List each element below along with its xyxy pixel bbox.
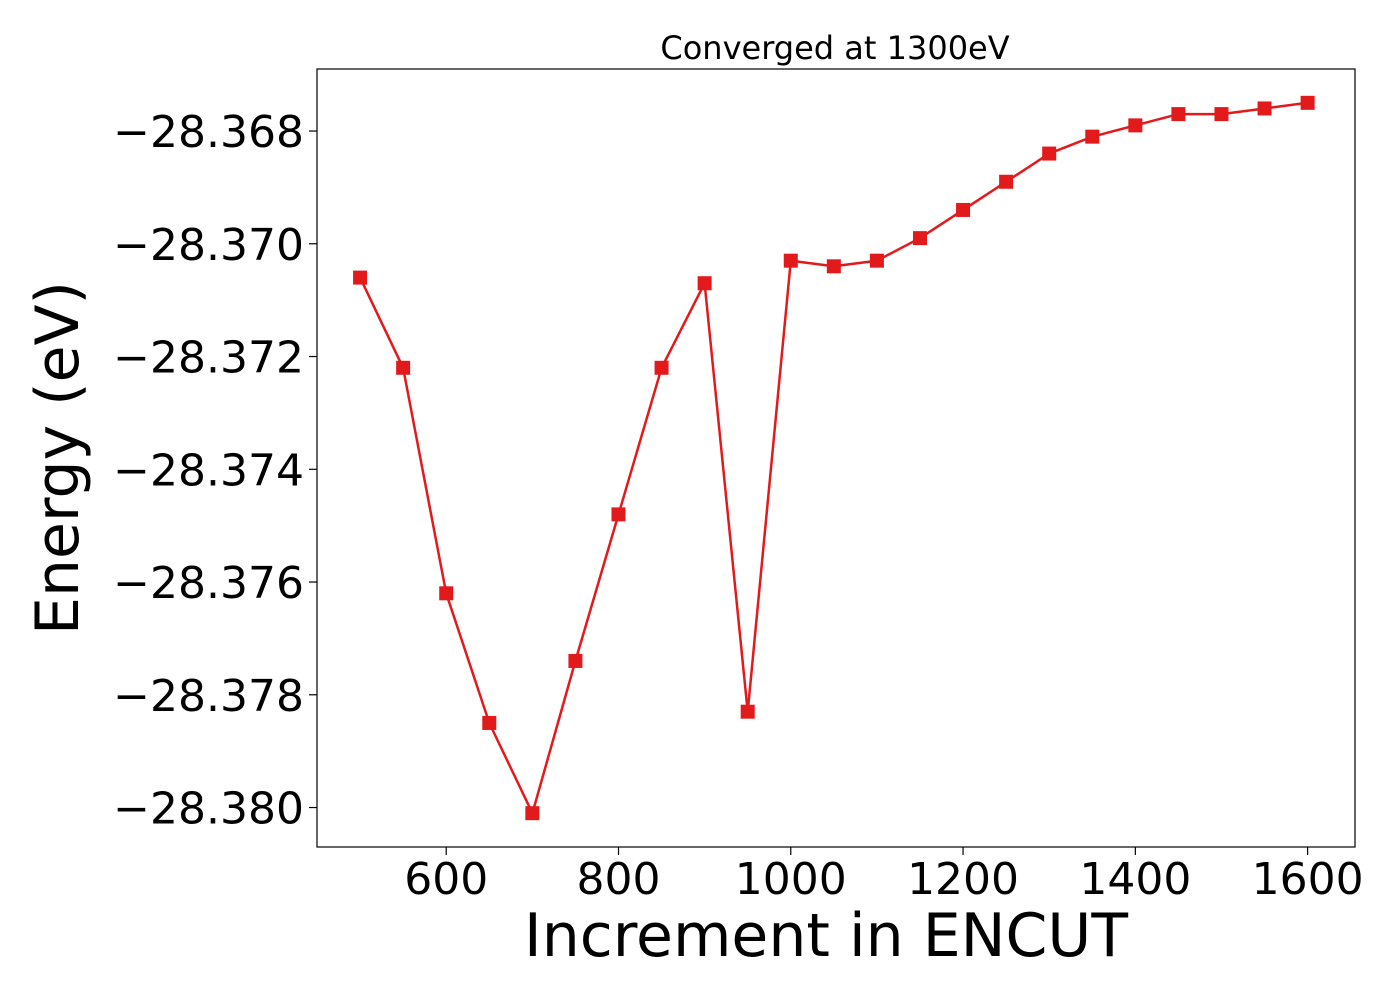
- y-tick-label: −28.370: [113, 220, 304, 271]
- data-point: [525, 806, 540, 821]
- data-point: [1085, 129, 1100, 144]
- data-point: [482, 715, 497, 730]
- y-tick-label: −28.380: [113, 784, 304, 835]
- data-point: [826, 259, 841, 274]
- y-tick-label: −28.376: [113, 558, 304, 609]
- data-point: [353, 270, 368, 285]
- data-point: [783, 253, 798, 268]
- data-point: [396, 360, 411, 375]
- data-point: [1042, 146, 1057, 161]
- data-point: [999, 174, 1014, 189]
- x-axis: 600 800 1000 1200 1400 1600: [404, 847, 1364, 905]
- y-tick-label: −28.368: [113, 107, 304, 158]
- x-tick-label: 800: [577, 854, 661, 905]
- plot-frame: [316, 68, 1356, 848]
- x-tick-label: 1600: [1252, 854, 1364, 905]
- data-point: [912, 231, 927, 246]
- data-point: [1300, 95, 1315, 110]
- data-point: [697, 276, 712, 291]
- x-tick-label: 1200: [907, 854, 1019, 905]
- data-point: [1128, 118, 1143, 133]
- data-point: [740, 704, 755, 719]
- data-point: [654, 360, 669, 375]
- data-point: [611, 507, 626, 522]
- data-point: [439, 586, 454, 601]
- data-point: [1257, 101, 1272, 116]
- x-tick-label: 600: [404, 854, 488, 905]
- data-point: [869, 253, 884, 268]
- series-line: [358, 101, 1308, 815]
- x-tick-label: 1000: [735, 854, 847, 905]
- y-tick-label: −28.378: [113, 671, 304, 722]
- y-tick-label: −28.374: [113, 445, 304, 496]
- y-tick-label: −28.372: [113, 333, 304, 384]
- x-axis-label: Increment in ENCUT: [524, 901, 1128, 971]
- data-point: [1214, 107, 1229, 122]
- data-point: [956, 202, 971, 217]
- plot-area: [353, 95, 1315, 821]
- y-axis: −28.368 −28.370 −28.372 −28.374 −28.376 −28.3…: [113, 107, 317, 835]
- chart-title: Converged at 1300eV: [660, 29, 1009, 67]
- y-axis-label: Energy (eV): [23, 281, 93, 635]
- x-tick-label: 1400: [1079, 854, 1191, 905]
- data-point: [568, 653, 583, 668]
- data-point: [1171, 107, 1186, 122]
